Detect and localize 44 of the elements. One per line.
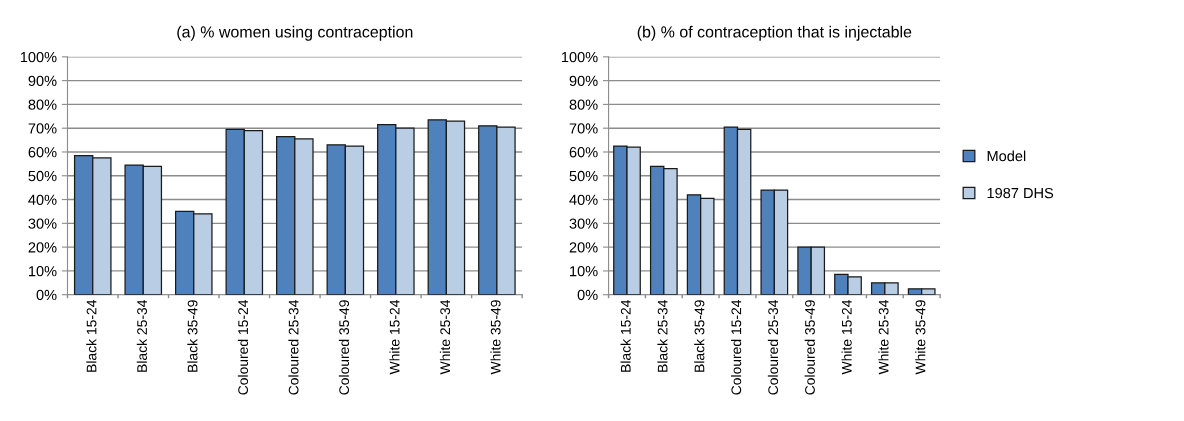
y-tick-label: 20%	[28, 242, 57, 253]
y-tick-label: 10%	[29, 266, 57, 277]
y-tick-label: 10%	[570, 266, 598, 277]
y-tick-label: 50%	[28, 170, 57, 182]
y-tick-label: 90%	[569, 75, 598, 87]
y-tick-label: 40%	[569, 194, 598, 205]
x-tick-label: Coloured 15-24	[731, 299, 742, 395]
x-tick-label: White 35-49	[915, 300, 926, 375]
x-tick-label: Black 15-24	[620, 299, 631, 372]
y-tick-label: 100%	[561, 51, 598, 63]
chart-title: (a) % women using contraception	[177, 25, 413, 41]
legend-label: 1987 DHS	[987, 187, 1054, 199]
y-tick-label: 40%	[28, 194, 57, 205]
x-tick-label: Black 25-34	[136, 299, 147, 372]
y-tick-label: 70%	[569, 123, 598, 134]
y-tick-label: 20%	[569, 242, 598, 253]
y-tick-label: 80%	[569, 99, 598, 110]
x-tick-label: Black 15-24	[86, 299, 97, 372]
y-tick-label: 0%	[577, 289, 598, 301]
y-tick-label: 60%	[28, 147, 57, 158]
y-tick-label: 30%	[569, 218, 598, 229]
x-tick-label: Coloured 35-49	[338, 300, 350, 395]
x-tick-label: Black 25-34	[657, 299, 668, 372]
legend-label: Model	[987, 150, 1026, 162]
x-tick-label: Black 35-49	[694, 300, 705, 372]
y-tick-label: 70%	[28, 123, 57, 134]
y-tick-label: 80%	[28, 99, 57, 110]
y-tick-label: 30%	[28, 218, 57, 229]
x-tick-label: Coloured 25-34	[767, 299, 779, 395]
x-tick-label: White 15-24	[389, 299, 400, 375]
x-tick-label: Coloured 35-49	[804, 300, 815, 395]
x-tick-label: Black 35-49	[187, 300, 198, 372]
chart-title: (b) % of contraception that is injectable	[637, 25, 912, 41]
x-tick-label: Coloured 25-34	[288, 299, 299, 395]
x-tick-label: White 25-34	[878, 299, 889, 375]
y-tick-label: 50%	[569, 170, 598, 182]
x-tick-label: White 25-34	[439, 299, 451, 375]
x-tick-label: White 15-24	[841, 299, 852, 375]
y-tick-label: 100%	[20, 51, 57, 63]
y-tick-label: 90%	[28, 75, 57, 87]
y-tick-label: 0%	[36, 289, 57, 301]
x-tick-label: White 35-49	[490, 300, 501, 375]
y-tick-label: 60%	[569, 147, 598, 158]
x-tick-label: Coloured 15-24	[237, 299, 249, 395]
